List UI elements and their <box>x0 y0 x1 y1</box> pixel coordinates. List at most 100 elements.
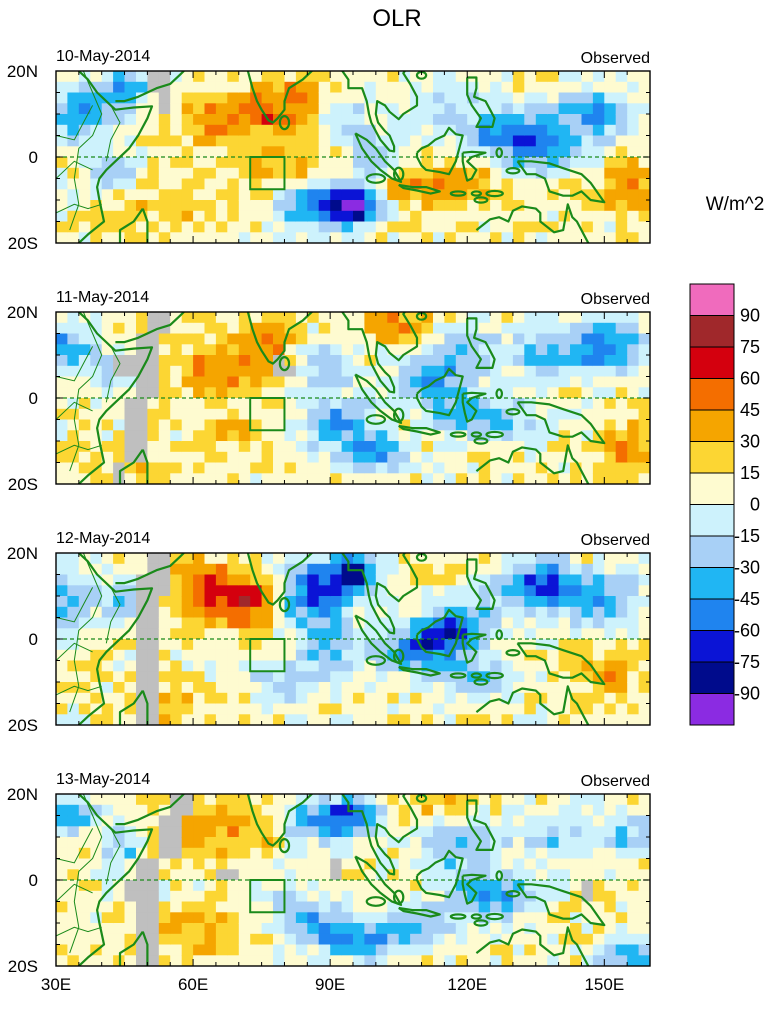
olr-cell <box>147 398 160 410</box>
olr-cell <box>330 869 343 881</box>
olr-cell <box>444 869 457 881</box>
olr-cell <box>478 794 491 806</box>
olr-cell <box>307 794 320 806</box>
olr-cell <box>238 682 251 694</box>
olr-cell <box>627 649 640 662</box>
olr-cell <box>56 376 68 388</box>
olr-cell <box>181 71 194 83</box>
y-tick-label: 20N <box>7 62 38 81</box>
olr-cell <box>535 387 548 399</box>
olr-cell <box>318 617 331 629</box>
olr-cell <box>627 880 640 892</box>
olr-cell <box>535 92 548 104</box>
olr-cell <box>284 660 297 672</box>
olr-cell <box>353 923 365 935</box>
olr-cell <box>250 606 263 619</box>
olr-cell <box>90 167 103 180</box>
olr-cell <box>341 344 354 356</box>
olr-cell <box>56 880 68 892</box>
olr-cell <box>193 114 206 126</box>
olr-cell <box>375 880 388 892</box>
olr-cell <box>353 365 365 378</box>
olr-cell <box>627 890 640 903</box>
olr-cell <box>113 901 126 913</box>
olr-cell <box>284 826 297 838</box>
olr-cell <box>341 376 354 388</box>
olr-cell <box>147 703 160 715</box>
olr-cell <box>512 826 525 838</box>
olr-cell <box>238 81 251 94</box>
olr-cell <box>547 682 560 694</box>
olr-cell <box>261 451 274 464</box>
olr-cell <box>295 210 308 223</box>
olr-cell <box>638 890 650 903</box>
olr-cell <box>181 200 194 212</box>
olr-cell <box>307 124 320 137</box>
olr-cell <box>170 167 183 180</box>
olr-cell <box>490 933 503 946</box>
olr-cell <box>501 333 514 345</box>
olr-cell <box>547 815 560 827</box>
olr-cell <box>512 419 525 431</box>
olr-cell <box>524 837 537 849</box>
border-line <box>105 105 121 162</box>
olr-cell <box>455 639 468 651</box>
olr-cell <box>113 563 126 576</box>
olr-cell <box>193 408 206 421</box>
olr-cell <box>295 398 308 410</box>
olr-cell <box>387 355 400 367</box>
olr-cell <box>364 649 377 662</box>
olr-cell <box>181 804 194 817</box>
olr-cell <box>158 333 171 345</box>
olr-cell <box>490 376 503 388</box>
olr-cell <box>227 365 240 378</box>
olr-cell <box>638 473 650 484</box>
olr-cell <box>215 901 228 913</box>
coastline <box>340 794 419 876</box>
olr-cell <box>227 628 240 640</box>
olr-cell <box>501 103 514 115</box>
olr-cell <box>375 955 388 966</box>
olr-cell <box>113 617 126 629</box>
olr-cell <box>467 606 480 619</box>
olr-cell <box>170 473 183 484</box>
olr-cell <box>238 955 251 966</box>
olr-cell <box>124 858 137 870</box>
olr-cell <box>193 794 206 806</box>
olr-cell <box>318 596 331 608</box>
olr-cell <box>124 847 137 860</box>
olr-cell <box>581 344 594 356</box>
olr-cell <box>193 563 206 576</box>
olr-cell <box>467 804 480 817</box>
olr-cell <box>113 333 126 345</box>
olr-cell <box>592 344 605 356</box>
olr-cell <box>193 210 206 223</box>
olr-cell <box>410 837 423 849</box>
olr-cell <box>90 826 103 838</box>
olr-cell <box>56 815 68 827</box>
olr-cell <box>318 398 331 410</box>
olr-cell <box>193 890 206 903</box>
olr-cell <box>512 81 525 94</box>
olr-cell <box>467 890 480 903</box>
colorbar-label: 15 <box>740 463 760 483</box>
olr-cell <box>170 210 183 223</box>
olr-cell <box>238 804 251 817</box>
island <box>365 655 387 666</box>
olr-cell <box>524 794 537 806</box>
olr-cell <box>307 826 320 838</box>
olr-cell <box>410 135 423 147</box>
olr-cell <box>627 157 640 169</box>
olr-cell <box>227 794 240 806</box>
olr-cell <box>444 419 457 431</box>
olr-cell <box>433 826 445 838</box>
olr-cell <box>535 933 548 946</box>
olr-cell <box>570 617 582 629</box>
y-tick-label: 20S <box>8 475 38 494</box>
coastline <box>78 71 154 243</box>
olr-cell <box>227 221 240 233</box>
olr-cell <box>524 923 537 935</box>
y-tick-label: 0 <box>29 148 38 167</box>
olr-cell <box>570 200 582 212</box>
olr-cell <box>215 847 228 860</box>
